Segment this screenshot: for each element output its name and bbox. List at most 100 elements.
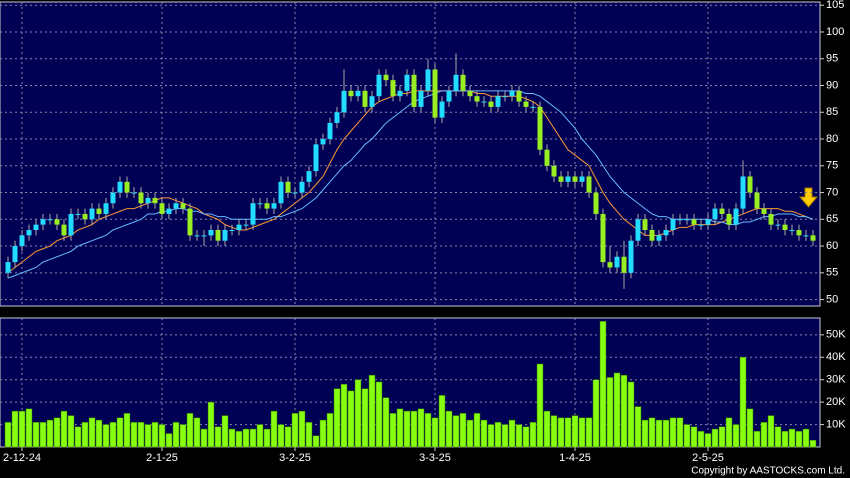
candle-body (754, 192, 760, 209)
volume-bar (144, 424, 152, 448)
volume-bar (263, 428, 271, 448)
candle-body (159, 203, 165, 214)
volume-bar (207, 401, 215, 448)
volume-bar (725, 417, 733, 448)
candle-body (418, 90, 424, 107)
candle-body (12, 246, 18, 263)
volume-bar (445, 410, 453, 448)
volume-bar (4, 422, 12, 448)
x-tick-label: 3-2-25 (279, 452, 311, 464)
candle-body (327, 122, 333, 140)
volume-bar (186, 413, 194, 448)
candle-body (54, 219, 60, 225)
candle-body (194, 235, 200, 237)
volume-bar (487, 424, 495, 448)
volume-bar (347, 390, 355, 448)
candle-body (229, 230, 235, 231)
volume-bar (739, 357, 747, 448)
volume-bar (732, 424, 740, 448)
y-tick-label: 70 (826, 186, 838, 198)
volume-bar (473, 413, 481, 448)
candle-body (516, 90, 522, 102)
x-tick-label: 3-3-25 (419, 452, 451, 464)
candle-body (446, 90, 452, 102)
arrow-marker (798, 187, 819, 208)
candle-body (292, 192, 298, 194)
volume-bar (809, 440, 817, 448)
candle-body (278, 181, 284, 204)
candle-body (257, 203, 263, 205)
volume-bar (564, 417, 572, 448)
volume-bar (753, 431, 761, 448)
y-tick-label: 100 (826, 26, 844, 38)
candle-body (299, 181, 305, 193)
candle-body (425, 69, 431, 91)
candle-body (684, 219, 690, 221)
candle-body (334, 112, 340, 123)
candle-body (236, 224, 242, 230)
candle-body (166, 208, 172, 214)
candle-body (698, 224, 704, 226)
candle-body (600, 213, 606, 263)
candle-body (740, 176, 746, 209)
volume-bar (235, 431, 243, 448)
volume-bar (613, 372, 621, 448)
candle-body (803, 235, 809, 237)
volume-bar (704, 433, 712, 448)
candle-body (362, 90, 368, 107)
volume-bar (620, 374, 628, 448)
candle-body (61, 224, 67, 236)
volume-bar (312, 435, 320, 448)
volume-bar (648, 417, 656, 448)
volume-bar (151, 422, 159, 448)
volume-bar (67, 415, 75, 448)
volume-bar (137, 422, 145, 448)
y-tick-label: 60 (826, 240, 838, 252)
volume-bar (319, 419, 327, 448)
moving-average-line (7, 90, 814, 274)
y-tick-label: 50 (826, 293, 838, 305)
candle-body (467, 90, 473, 97)
candle-body (145, 197, 151, 204)
candle-body (47, 219, 53, 221)
volume-bar (375, 381, 383, 448)
candle-body (33, 224, 39, 230)
candle-body (733, 208, 739, 225)
candle-body (5, 262, 11, 273)
copyright: Copyright by AASTOCKS.com Ltd. (691, 466, 845, 477)
volume-bar (382, 397, 390, 448)
volume-bar (641, 419, 649, 448)
volume-bar (466, 419, 474, 448)
x-tick-label: 2-5-25 (692, 452, 724, 464)
candle-body (810, 235, 816, 241)
candle-body (656, 235, 662, 241)
volume-bar (529, 422, 537, 448)
volume-bar (403, 410, 411, 448)
candle-body (215, 230, 221, 241)
candle-body (250, 203, 256, 225)
candle-body (509, 90, 515, 97)
candle-body (502, 96, 508, 98)
volume-bar (669, 417, 677, 448)
volume-bar (690, 426, 698, 448)
candle-body (285, 181, 291, 193)
volume-bar (326, 413, 334, 448)
volume-bar (592, 379, 600, 448)
candle-body (320, 139, 326, 145)
volume-bar (606, 377, 614, 448)
volume-bar (389, 413, 397, 448)
candle-body (614, 256, 620, 268)
candle-body (761, 208, 767, 214)
volume-bar (578, 417, 586, 448)
candle-body (621, 256, 627, 273)
candle-body (439, 101, 445, 118)
volume-bar (368, 374, 376, 448)
volume-bar (158, 424, 166, 448)
candle-body (642, 219, 648, 230)
candle-body (579, 176, 585, 182)
y-tick-label: 10K (826, 418, 846, 430)
candle-body (460, 74, 466, 91)
volume-bar (711, 428, 719, 448)
volume-bar (11, 410, 19, 448)
